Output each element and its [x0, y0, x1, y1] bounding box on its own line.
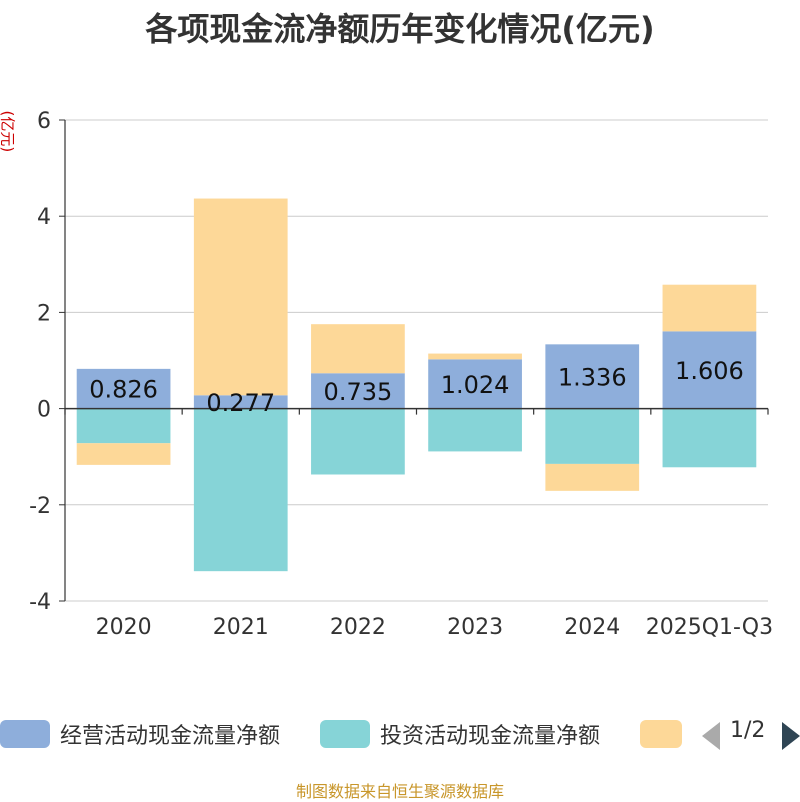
bar-series2-2022: [311, 408, 405, 475]
data-label-2025Q1-Q3: 1.606: [675, 357, 744, 385]
bar-series3-2022: [311, 324, 405, 374]
legend-label-investing: 投资活动现金流量净额: [380, 724, 601, 749]
y-tick-label: -4: [29, 590, 51, 615]
legend-label-operating: 经营活动现金流量净额: [60, 724, 281, 749]
legend-item-operating[interactable]: 经营活动现金流量净额: [0, 716, 280, 752]
data-label-2022: 0.735: [324, 378, 393, 406]
bar-series3-2020: [76, 443, 171, 465]
legend-next-page-icon[interactable]: [782, 722, 800, 750]
y-tick-label: 4: [37, 205, 51, 230]
bar-series1-2021: [193, 395, 288, 409]
y-tick-label: 2: [37, 301, 51, 326]
legend-swatch-financing: [640, 720, 682, 748]
chart-title: 各项现金流净额历年变化情况(亿元): [145, 10, 655, 48]
x-tick-label-2022: 2022: [330, 615, 386, 640]
y-tick-label: 6: [37, 109, 51, 134]
data-label-2023: 1.024: [441, 371, 510, 399]
legend-prev-page-icon[interactable]: [702, 722, 720, 750]
source-note: 制图数据来自恒生聚源数据库: [295, 782, 504, 801]
bar-series2-2024: [545, 408, 640, 464]
x-tick-label-2025Q1-Q3: 2025Q1-Q3: [646, 615, 773, 640]
bar-series1-2020: [76, 368, 171, 409]
bar-series1-2024: [545, 344, 640, 409]
bar-series1-2022: [311, 373, 405, 409]
bar-series3-2021: [193, 198, 288, 396]
data-label-2021: 0.277: [206, 389, 275, 417]
legend-swatch-operating: [0, 720, 50, 748]
legend: 经营活动现金流量净额 投资活动现金流量净额 1/2: [0, 716, 800, 756]
legend-swatch-investing: [320, 720, 370, 748]
y-tick-label: 0: [37, 398, 51, 423]
legend-item-investing[interactable]: 投资活动现金流量净额: [320, 716, 600, 752]
x-tick-label-2023: 2023: [447, 615, 503, 640]
bar-series2-2023: [428, 408, 522, 452]
legend-item-financing[interactable]: [640, 716, 692, 752]
bar-series1-2025Q1-Q3: [662, 331, 757, 409]
legend-page-indicator: 1/2: [730, 718, 766, 743]
bar-series1-2023: [428, 359, 522, 409]
x-tick-label-2020: 2020: [96, 615, 152, 640]
bar-series2-2020: [76, 408, 171, 444]
bar-series2-2025Q1-Q3: [662, 408, 757, 468]
x-tick-label-2021: 2021: [213, 615, 269, 640]
x-tick-label-2024: 2024: [564, 615, 620, 640]
chart-plot: -4 -2 0 2 4 6 0.826 0.277 0.735 1.024 1.336 1.606 20…: [29, 109, 773, 640]
data-label-2020: 0.826: [89, 376, 158, 404]
bar-series3-2024: [545, 463, 640, 491]
bar-series2-2021: [193, 408, 288, 572]
bar-series3-2023: [428, 353, 522, 360]
data-label-2024: 1.336: [558, 363, 627, 391]
y-tick-label: -2: [29, 494, 51, 519]
bar-series3-2025Q1-Q3: [662, 284, 757, 332]
